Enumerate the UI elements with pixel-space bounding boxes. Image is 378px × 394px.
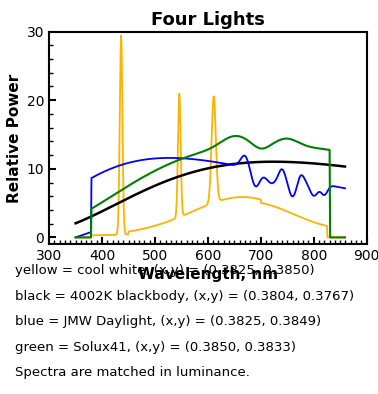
Text: black = 4002K blackbody, (x,y) = (0.3804, 0.3767): black = 4002K blackbody, (x,y) = (0.3804…	[15, 290, 354, 303]
X-axis label: Wavelength, nm: Wavelength, nm	[138, 267, 278, 282]
Title: Four Lights: Four Lights	[151, 11, 265, 29]
Text: blue = JMW Daylight, (x,y) = (0.3825, 0.3849): blue = JMW Daylight, (x,y) = (0.3825, 0.…	[15, 315, 321, 328]
Text: Spectra are matched in luminance.: Spectra are matched in luminance.	[15, 366, 250, 379]
Text: yellow = cool white, (x,y) = (0.3825, 0.3850): yellow = cool white, (x,y) = (0.3825, 0.…	[15, 264, 315, 277]
Y-axis label: Relative Power: Relative Power	[8, 73, 22, 203]
Text: green = Solux41, (x,y) = (0.3850, 0.3833): green = Solux41, (x,y) = (0.3850, 0.3833…	[15, 341, 296, 354]
